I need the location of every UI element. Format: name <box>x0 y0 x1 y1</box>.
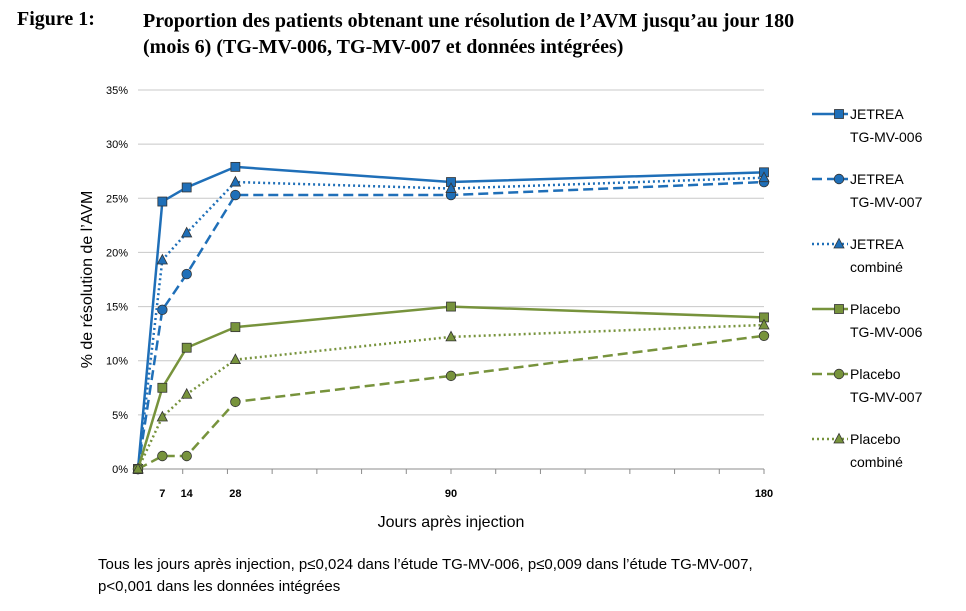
series-5-point <box>445 370 457 382</box>
series-2-point <box>157 304 168 316</box>
series-4-point <box>230 322 241 333</box>
x-axis-title: Jours après injection <box>378 514 525 531</box>
legend-swatch-marker <box>834 109 844 119</box>
series-5-point <box>230 396 241 408</box>
series-5 <box>132 330 770 475</box>
legend-label: TG-MV-007 <box>850 389 923 405</box>
axis-labels: 0% 5% 10% 15% 20% 25% 30% 35% 7 14 28 90 180 Jours ap… <box>79 85 773 531</box>
series-6 <box>132 318 770 474</box>
series-5-point <box>157 450 168 462</box>
legend-label: TG-MV-007 <box>850 194 923 210</box>
series-6-line <box>136 323 765 470</box>
series-5-point <box>758 330 770 342</box>
x-tick-label-180: 180 <box>755 488 773 500</box>
legend-item-3: JETREA combiné <box>812 236 904 275</box>
series-5-point <box>181 450 192 462</box>
series-2-line <box>136 180 765 470</box>
gridlines <box>138 89 764 416</box>
y-tick-label-15: 15% <box>106 302 128 314</box>
series-2 <box>132 176 770 475</box>
y-tick-label-20: 20% <box>106 247 128 259</box>
legend-item-5: Placebo TG-MV-007 <box>812 366 923 405</box>
series-1-line <box>136 165 765 470</box>
series-6-point <box>758 318 770 330</box>
figure-title: Proportion des patients obtenant une rés… <box>143 8 953 60</box>
legend-label: Placebo <box>850 301 901 317</box>
footnote: Tous les jours après injection, p≤0,024 … <box>98 554 753 598</box>
y-tick-label-0: 0% <box>112 464 128 476</box>
x-tick-label-7: 7 <box>159 488 165 500</box>
series-2-point <box>230 189 241 201</box>
series-1 <box>133 161 769 474</box>
y-tick-label-35: 35% <box>106 85 128 97</box>
series-1-point <box>230 161 241 172</box>
series-6-point <box>445 330 457 342</box>
axes <box>137 468 765 474</box>
legend-item-2: JETREA TG-MV-007 <box>812 171 923 210</box>
series-3-point <box>229 175 242 187</box>
series-6-point <box>132 462 144 474</box>
legend-label: Placebo <box>850 366 901 382</box>
series-1-point <box>157 196 168 207</box>
y-tick-label-10: 10% <box>106 356 128 368</box>
footnote-line-1: Tous les jours après injection, p≤0,024 … <box>98 556 753 573</box>
series-4-line <box>136 305 765 470</box>
legend-label: combiné <box>850 454 903 470</box>
line-chart: 0% 5% 10% 15% 20% 25% 30% 35% 7 14 28 90 180 Jours ap… <box>79 85 923 531</box>
x-tick-label-14: 14 <box>181 488 194 500</box>
legend-item-6: Placebo combiné <box>812 431 903 470</box>
series-6-point <box>156 410 169 422</box>
legend-label: Placebo <box>850 431 901 447</box>
y-tick-label-30: 30% <box>106 139 128 151</box>
series-6-point <box>229 353 242 365</box>
series-3-line <box>136 176 765 470</box>
figure-title-line-1: Proportion des patients obtenant une rés… <box>143 10 795 32</box>
series-group <box>132 161 770 475</box>
series-3-point <box>181 226 193 238</box>
figure-title-line-2: (mois 6) (TG-MV-006, TG-MV-007 et donnée… <box>143 36 624 58</box>
figure-label: Figure 1: <box>17 8 95 30</box>
series-6-point <box>181 387 193 399</box>
legend-label: TG-MV-006 <box>850 129 923 145</box>
legend-swatch-marker <box>833 173 845 185</box>
series-4-point <box>181 342 192 353</box>
y-tick-label-25: 25% <box>106 193 128 205</box>
y-tick-label-5: 5% <box>112 410 128 422</box>
legend-swatch-marker <box>833 237 845 249</box>
footnote-line-2: p<0,001 dans les données intégrées <box>98 578 341 595</box>
legend-label: TG-MV-006 <box>850 324 923 340</box>
legend: JETREA TG-MV-006 JETREA TG-MV-007 JETREA comb… <box>812 106 923 470</box>
legend-item-1: JETREA TG-MV-006 <box>812 106 923 145</box>
series-4 <box>133 301 769 474</box>
series-3 <box>132 171 770 474</box>
legend-item-4: Placebo TG-MV-006 <box>812 301 923 340</box>
series-2-point <box>181 268 192 280</box>
series-4-point <box>157 382 168 393</box>
y-axis-title: % de résolution de l’AVM <box>79 191 96 369</box>
legend-label: combiné <box>850 259 903 275</box>
series-1-point <box>181 182 192 193</box>
legend-swatch-marker <box>833 432 845 444</box>
series-3-point <box>758 171 770 183</box>
legend-swatch-marker <box>834 304 844 314</box>
legend-label: JETREA <box>850 236 904 252</box>
series-4-point <box>446 301 456 312</box>
legend-label: JETREA <box>850 171 904 187</box>
legend-swatch-marker <box>833 368 845 380</box>
x-tick-label-28: 28 <box>229 488 241 500</box>
series-3-point <box>445 182 457 193</box>
legend-label: JETREA <box>850 106 904 122</box>
series-3-point <box>156 253 169 265</box>
x-tick-label-90: 90 <box>445 488 457 500</box>
